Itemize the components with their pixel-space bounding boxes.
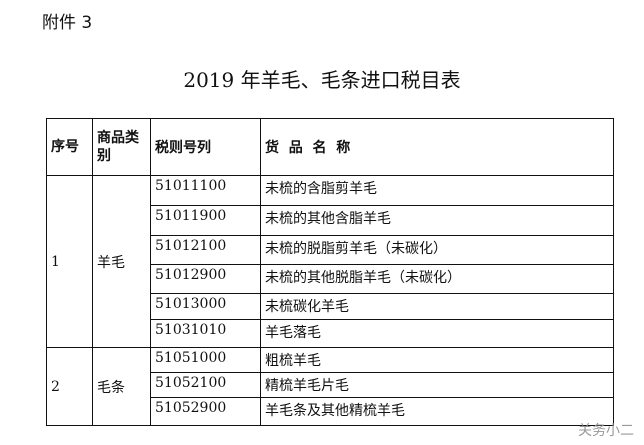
- tariff-code: 51011100: [150, 175, 261, 206]
- table-row: 51052900 羊毛条及其他精梳羊毛: [47, 397, 614, 426]
- table-row: 51013000 未梳碳化羊毛: [47, 293, 614, 320]
- group-category: 羊毛: [92, 175, 151, 348]
- group-category: 毛条: [92, 347, 151, 426]
- table-row: 2 毛条 51051000 粗梳羊毛: [46, 347, 614, 426]
- watermark: 关务小二: [578, 423, 634, 439]
- table-row: 51012900 未梳的其他脱脂羊毛（未碳化）: [47, 264, 614, 294]
- group-number: 2: [46, 347, 93, 426]
- tariff-code: 51012900: [150, 264, 261, 294]
- goods-name: 未梳的其他含脂羊毛: [260, 205, 614, 236]
- header-code: 税则号列: [150, 118, 261, 176]
- tariff-code: 51011900: [150, 205, 261, 236]
- tariff-code: 51031010: [150, 319, 261, 348]
- header-name: 货 品 名 称: [260, 118, 614, 176]
- goods-name: 羊毛条及其他精梳羊毛: [260, 397, 614, 426]
- tariff-code: 51052900: [150, 397, 261, 426]
- tariff-code: 51051000: [150, 347, 261, 373]
- table-row: 1 羊毛 51011100 未梳的含脂剪羊毛: [46, 175, 614, 348]
- goods-name: 羊毛落毛: [260, 319, 614, 348]
- goods-name: 未梳的其他脱脂羊毛（未碳化）: [260, 264, 614, 294]
- goods-name: 未梳的含脂剪羊毛: [260, 175, 614, 206]
- group-number: 1: [46, 175, 93, 348]
- goods-name: 粗梳羊毛: [260, 347, 614, 373]
- header-no: 序号: [46, 118, 93, 176]
- goods-name: 精梳羊毛片毛: [260, 372, 614, 398]
- table-row: 51012100 未梳的脱脂剪羊毛（未碳化）: [47, 235, 614, 265]
- goods-name: 未梳碳化羊毛: [260, 293, 614, 320]
- table-row: 51031010 羊毛落毛: [47, 319, 614, 348]
- tariff-table: 序号 商品类别 税则号列 货 品 名 称 1 羊毛 51011100 未梳的含脂剪羊毛…: [46, 118, 614, 426]
- tariff-code: 51013000: [150, 293, 261, 320]
- goods-name: 未梳的脱脂剪羊毛（未碳化）: [260, 235, 614, 265]
- table-row: 51011900 未梳的其他含脂羊毛: [47, 205, 614, 236]
- header-category: 商品类别: [92, 118, 151, 176]
- page-title: 2019 年羊毛、毛条进口税目表: [183, 68, 461, 92]
- table-row: 51052100 精梳羊毛片毛: [47, 372, 614, 398]
- tariff-code: 51012100: [150, 235, 261, 265]
- attachment-label: 附件 3: [42, 13, 93, 33]
- tariff-code: 51052100: [150, 372, 261, 398]
